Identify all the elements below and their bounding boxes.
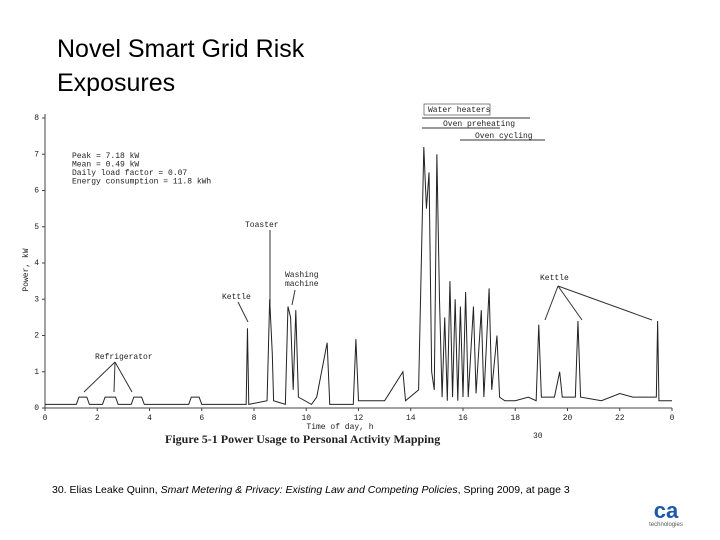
annotation: Water heaters bbox=[428, 106, 491, 115]
footnote: 30. Elias Leake Quinn, Smart Metering & … bbox=[52, 484, 570, 496]
logo-mark: ca bbox=[653, 498, 679, 523]
title-line: Exposures bbox=[57, 69, 176, 97]
x-tick-label: 8 bbox=[252, 414, 257, 423]
logo: ca technologies bbox=[646, 498, 686, 529]
power-line bbox=[45, 146, 672, 406]
footnote-text: 30. Elias Leake Quinn, bbox=[52, 484, 161, 496]
x-tick-label: 22 bbox=[615, 414, 625, 423]
stat-label: Daily load factor = 0.07 bbox=[72, 169, 187, 178]
stat-label: Mean = 0.49 kW bbox=[72, 161, 139, 170]
annotation: Oven preheating bbox=[443, 120, 515, 129]
y-tick-label: 4 bbox=[34, 259, 39, 268]
x-tick-label: 20 bbox=[563, 414, 573, 423]
y-tick-label: 3 bbox=[34, 295, 39, 304]
annotation: Washing machine bbox=[285, 271, 319, 289]
y-tick-label: 6 bbox=[34, 187, 39, 196]
y-tick-label: 8 bbox=[34, 114, 39, 123]
stat-label: Peak = 7.18 kW bbox=[72, 152, 139, 161]
annotation: Kettle bbox=[540, 274, 569, 283]
arrow bbox=[113, 361, 116, 393]
logo-text: technologies bbox=[649, 522, 683, 528]
x-axis-label: Time of day, h bbox=[306, 423, 373, 432]
y-tick-label: 7 bbox=[34, 150, 39, 159]
y-tick-label: 5 bbox=[34, 223, 39, 232]
x-tick-label: 0 bbox=[670, 414, 675, 423]
arrow bbox=[237, 301, 249, 323]
x-tick-label: 2 bbox=[95, 414, 100, 423]
title-line: Novel Smart Grid Risk bbox=[57, 35, 305, 63]
annotation: Refrigerator bbox=[95, 353, 153, 362]
x-tick-label: 12 bbox=[354, 414, 364, 423]
x-tick-label: 14 bbox=[406, 414, 416, 423]
annotation: Oven cycling bbox=[475, 132, 533, 141]
arrow bbox=[544, 285, 559, 321]
slide-title: Novel Smart Grid Risk Exposures bbox=[57, 32, 304, 100]
footnote-text: , Spring 2009, at page 3 bbox=[457, 484, 570, 496]
arrow bbox=[114, 361, 133, 393]
annotation: Kettle bbox=[222, 293, 251, 302]
caption-ref: 30 bbox=[533, 432, 543, 441]
arrow bbox=[557, 285, 653, 321]
y-tick-label: 1 bbox=[34, 368, 39, 377]
label-box bbox=[423, 103, 491, 116]
x-tick-label: 16 bbox=[458, 414, 468, 423]
annotation: Toaster bbox=[245, 221, 279, 230]
footnote-title: Smart Metering & Privacy: Existing Law a… bbox=[160, 484, 458, 496]
caption: Figure 5-1 Power Usage to Personal Activ… bbox=[165, 432, 440, 446]
arrow bbox=[291, 289, 296, 306]
x-tick-label: 0 bbox=[43, 414, 48, 423]
y-tick-label: 0 bbox=[34, 404, 39, 413]
x-tick-label: 4 bbox=[147, 414, 152, 423]
stat-label: Energy consumption = 11.8 kWh bbox=[72, 178, 211, 187]
x-tick-label: 10 bbox=[301, 414, 311, 423]
y-tick-label: 2 bbox=[34, 332, 39, 341]
x-tick-label: 18 bbox=[510, 414, 520, 423]
arrow bbox=[557, 285, 583, 321]
y-axis-label: Power, kW bbox=[22, 248, 31, 291]
arrow bbox=[83, 361, 116, 393]
x-tick-label: 6 bbox=[199, 414, 204, 423]
